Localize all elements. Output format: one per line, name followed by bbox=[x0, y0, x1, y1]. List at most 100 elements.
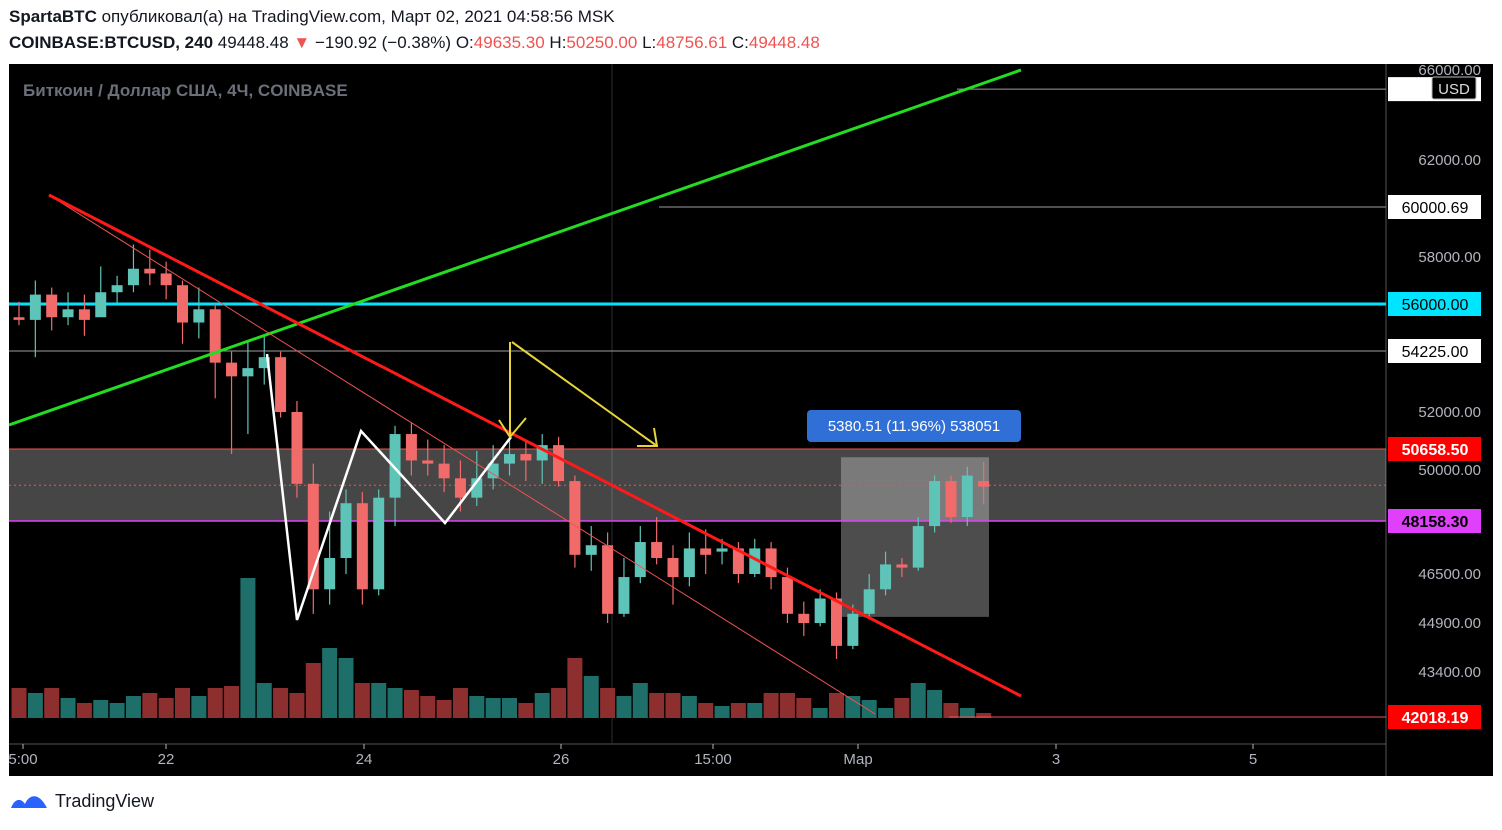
symbol-label: COINBASE:BTCUSD, 240 bbox=[9, 33, 214, 52]
candle bbox=[880, 551, 892, 596]
volume-bar bbox=[11, 688, 27, 718]
candle bbox=[438, 445, 450, 493]
measure-label: 5380.51 (11.96%) 538051 bbox=[828, 418, 1000, 435]
volume-bar bbox=[354, 683, 370, 718]
volume-bar bbox=[878, 708, 894, 718]
close-label: C: bbox=[731, 33, 749, 52]
volume-bar bbox=[681, 696, 697, 718]
candle bbox=[46, 287, 58, 331]
volume-bar bbox=[371, 683, 387, 718]
volume-bar bbox=[910, 683, 926, 718]
volume-bar bbox=[240, 578, 256, 718]
volume-bar bbox=[27, 693, 43, 718]
volume-bar bbox=[534, 693, 550, 718]
price-badge[interactable]: 48158.30 bbox=[1388, 509, 1481, 533]
chart-title: Биткоин / Доллар США, 4Ч, COINBASE bbox=[23, 81, 348, 100]
candle bbox=[373, 489, 385, 596]
candle bbox=[929, 475, 941, 533]
candle bbox=[847, 604, 859, 650]
candle bbox=[602, 532, 614, 623]
candle bbox=[798, 601, 810, 637]
resistance-band[interactable] bbox=[9, 449, 1386, 521]
volume-bar bbox=[567, 658, 583, 718]
candle bbox=[618, 558, 630, 617]
price-tick-label: 44900.00 bbox=[1418, 615, 1481, 632]
candle bbox=[912, 517, 924, 571]
descending-channel-line[interactable] bbox=[48, 194, 876, 715]
volume-bar bbox=[305, 663, 321, 718]
volume-bar bbox=[420, 696, 436, 718]
volume-bar bbox=[616, 696, 632, 718]
time-tick-label: 5:00 bbox=[9, 751, 38, 768]
time-tick-label: Мар bbox=[843, 751, 872, 768]
candle bbox=[226, 351, 238, 455]
yellow-arrow-right[interactable] bbox=[511, 341, 658, 447]
time-tick-label: 3 bbox=[1052, 751, 1060, 768]
measure-tool[interactable]: 5380.51 (11.96%) 538051 bbox=[807, 410, 1021, 442]
candle bbox=[111, 275, 123, 304]
candle bbox=[95, 266, 107, 318]
time-tick-label: 26 bbox=[553, 751, 570, 768]
w-pattern-drawing[interactable] bbox=[265, 353, 512, 621]
candle bbox=[160, 261, 172, 300]
author-name[interactable]: SpartaBTC bbox=[9, 7, 97, 26]
brand-name: TradingView bbox=[55, 790, 155, 811]
candle bbox=[520, 439, 532, 482]
high-label: H: bbox=[549, 33, 567, 52]
candle bbox=[13, 301, 25, 326]
price-tick-label: 66000.00 bbox=[1418, 64, 1481, 79]
volume-bar bbox=[894, 698, 910, 718]
price-tick-label: 62000.00 bbox=[1418, 152, 1481, 169]
price-axis-background[interactable] bbox=[1386, 64, 1493, 744]
candle bbox=[405, 423, 417, 476]
volume-bar bbox=[829, 693, 844, 718]
price-tick-label: 43400.00 bbox=[1418, 664, 1481, 681]
volume-bar bbox=[76, 703, 92, 718]
price-badge[interactable]: 54225.00 bbox=[1388, 339, 1481, 363]
volume-bar bbox=[861, 700, 877, 718]
published-text: опубликовал(а) на TradingView.com, Март … bbox=[101, 7, 615, 26]
low-value: 48756.61 bbox=[656, 33, 728, 52]
price-badge[interactable]: 60000.69 bbox=[1388, 195, 1481, 219]
volume-bar bbox=[518, 703, 534, 718]
volume-bar bbox=[976, 713, 992, 718]
volume-bar bbox=[485, 698, 501, 718]
chart-container[interactable]: 5380.51 (11.96%) 538051 Биткоин / Доллар… bbox=[8, 62, 1493, 776]
volume-bar bbox=[469, 696, 485, 718]
volume-bar bbox=[452, 688, 468, 718]
price-tick-label: 58000.00 bbox=[1418, 249, 1481, 266]
price-badge[interactable]: 50658.50 bbox=[1388, 437, 1481, 461]
candle bbox=[242, 341, 254, 435]
price-badge-text: 54225.00 bbox=[1402, 344, 1469, 361]
candle bbox=[651, 517, 663, 565]
candles bbox=[13, 244, 990, 659]
volume-bar bbox=[583, 676, 599, 718]
footer-brand[interactable]: TradingView bbox=[9, 790, 154, 812]
price-axis-ticks: 66000.00 62000.00 58000.00 52000.00 50000.00… bbox=[1418, 62, 1481, 681]
volume-bar bbox=[551, 688, 567, 718]
price-chart[interactable]: 5380.51 (11.96%) 538051 Биткоин / Доллар… bbox=[8, 62, 1493, 776]
time-axis-background[interactable] bbox=[9, 744, 1493, 776]
volume-bar bbox=[93, 700, 109, 718]
ascending-trendline[interactable] bbox=[8, 68, 1022, 427]
volume-bar bbox=[632, 683, 648, 718]
candle bbox=[177, 280, 188, 344]
volume-bar bbox=[256, 683, 272, 718]
price-badge-text: 56000.00 bbox=[1402, 297, 1469, 314]
descending-trendline[interactable] bbox=[48, 193, 1022, 698]
last-price: 49448.48 bbox=[217, 33, 289, 52]
volume-bar bbox=[943, 703, 959, 718]
price-badge[interactable]: 42018.19 bbox=[1388, 705, 1481, 729]
volume-bar bbox=[763, 693, 779, 718]
candle bbox=[62, 292, 74, 326]
currency-badge[interactable] bbox=[1431, 76, 1477, 100]
volume-bar bbox=[649, 693, 665, 718]
volume-bar bbox=[125, 696, 141, 718]
candle bbox=[961, 466, 973, 527]
tradingview-logo-icon bbox=[11, 796, 47, 808]
price-badge[interactable]: 56000.00 bbox=[1388, 292, 1481, 316]
candle bbox=[634, 526, 646, 584]
candle bbox=[667, 545, 679, 605]
volume-bar bbox=[714, 706, 730, 718]
candle bbox=[553, 436, 565, 487]
